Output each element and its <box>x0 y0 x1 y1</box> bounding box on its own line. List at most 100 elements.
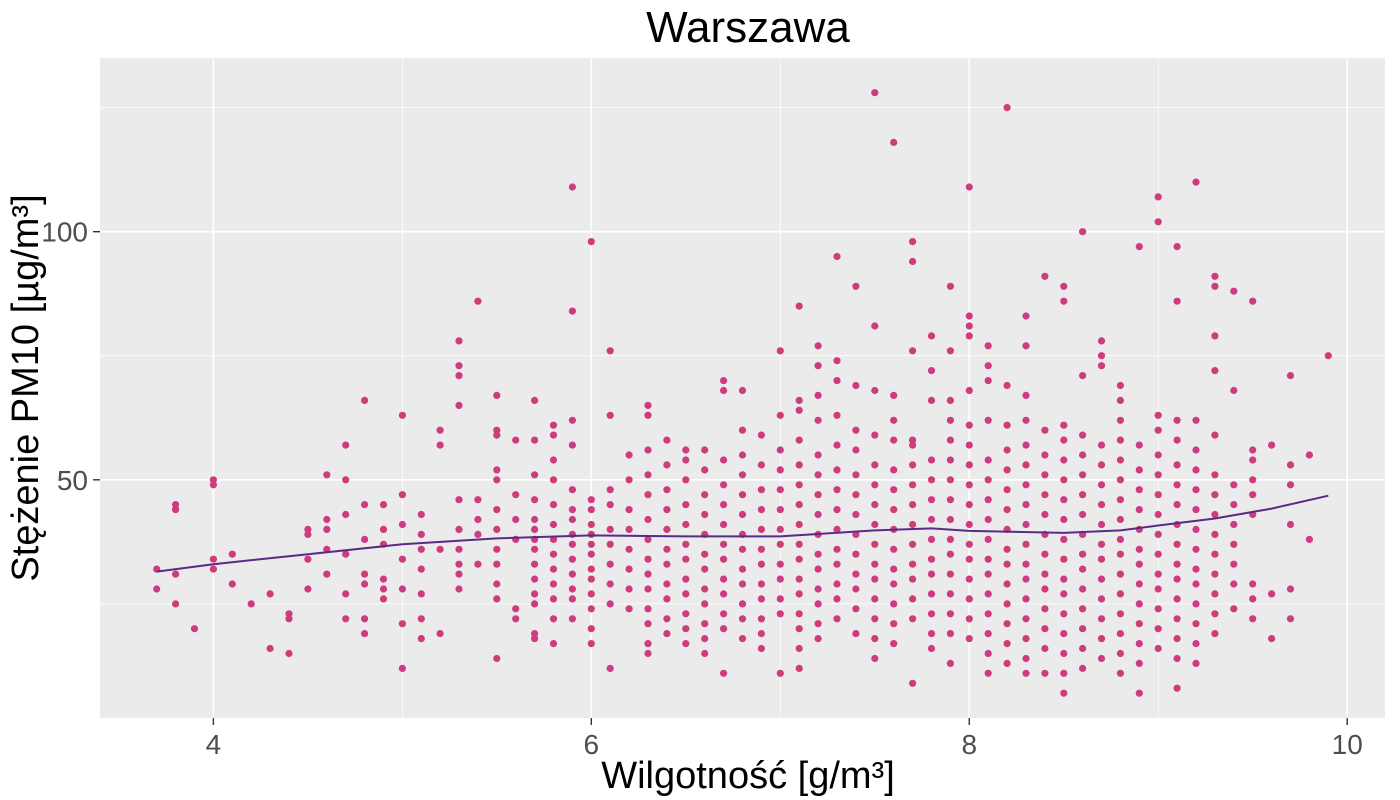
data-point <box>852 426 860 434</box>
data-point <box>795 461 803 469</box>
x-tick-label: 6 <box>584 729 600 760</box>
data-point <box>1022 416 1030 424</box>
data-point <box>398 585 406 593</box>
data-point <box>833 525 841 534</box>
data-point <box>682 640 690 648</box>
data-point <box>701 466 709 474</box>
data-point <box>701 635 709 643</box>
data-point <box>455 496 463 504</box>
data-point <box>909 436 917 444</box>
data-point <box>701 585 709 593</box>
data-point <box>493 580 501 588</box>
data-point <box>1003 640 1011 648</box>
data-point <box>1097 654 1106 663</box>
data-point <box>833 545 841 553</box>
data-point <box>1173 243 1181 251</box>
data-point <box>1192 580 1200 588</box>
data-point <box>1116 669 1124 677</box>
data-point <box>304 555 312 563</box>
data-point <box>757 644 766 653</box>
data-point <box>493 466 501 474</box>
data-point <box>871 540 879 548</box>
data-point <box>1135 580 1143 588</box>
data-point <box>1135 506 1143 514</box>
data-point <box>1003 620 1011 628</box>
data-point <box>757 431 766 439</box>
data-point <box>833 486 841 494</box>
data-point <box>814 635 822 643</box>
data-point <box>909 481 917 489</box>
data-point <box>1211 367 1219 375</box>
data-point <box>1116 630 1124 638</box>
x-tick-label: 8 <box>961 729 977 760</box>
data-point <box>549 520 558 529</box>
data-point <box>606 525 614 534</box>
data-point <box>531 590 539 598</box>
data-point <box>682 590 690 598</box>
data-point <box>965 421 973 429</box>
data-point <box>474 530 482 539</box>
data-point <box>379 525 388 534</box>
data-point <box>1192 486 1200 494</box>
data-point <box>361 535 369 544</box>
data-point <box>1060 630 1068 638</box>
data-point <box>568 570 577 578</box>
data-point <box>927 630 936 638</box>
data-point <box>493 476 501 484</box>
data-point <box>304 530 312 539</box>
data-point <box>1173 436 1181 444</box>
data-point <box>738 580 747 588</box>
data-point <box>1154 471 1162 479</box>
data-point <box>833 441 841 449</box>
data-point <box>1097 352 1106 360</box>
data-point <box>871 635 879 643</box>
data-point <box>568 515 577 524</box>
data-point <box>946 476 955 484</box>
data-point <box>1154 218 1162 226</box>
data-point <box>1154 644 1162 653</box>
data-point <box>644 605 652 613</box>
data-point <box>1154 585 1162 593</box>
data-point <box>720 386 728 395</box>
data-point <box>1135 441 1143 449</box>
data-point <box>1097 555 1106 563</box>
data-point <box>1154 510 1162 519</box>
data-point <box>738 510 747 519</box>
data-point <box>512 615 520 623</box>
data-point <box>606 486 614 494</box>
data-point <box>1192 178 1200 186</box>
data-point <box>625 565 633 573</box>
data-point <box>663 436 671 444</box>
data-point <box>814 620 822 628</box>
data-point <box>1079 644 1087 653</box>
data-point <box>984 496 992 504</box>
data-point <box>1003 580 1011 588</box>
data-point <box>398 520 406 529</box>
data-point <box>776 347 784 355</box>
data-point <box>379 585 388 593</box>
data-point <box>1249 476 1257 484</box>
data-point <box>625 506 633 514</box>
data-point <box>1116 456 1124 464</box>
data-point <box>833 506 841 514</box>
data-point <box>606 600 614 608</box>
data-point <box>1060 649 1068 658</box>
data-point <box>776 506 784 514</box>
data-point <box>852 471 860 479</box>
data-point <box>927 496 936 504</box>
data-point <box>209 565 217 573</box>
data-point <box>1022 595 1030 603</box>
data-point <box>965 635 973 643</box>
data-point <box>814 550 822 558</box>
data-point <box>1268 441 1276 449</box>
data-point <box>1060 575 1068 583</box>
data-point <box>417 590 425 598</box>
data-point <box>871 89 879 97</box>
y-axis-title: Stężenie PM10 [µg/m³] <box>5 194 47 581</box>
data-point <box>587 540 595 548</box>
data-point <box>342 476 350 484</box>
data-point <box>1211 550 1219 558</box>
data-point <box>512 436 520 444</box>
data-point <box>568 540 577 548</box>
data-point <box>1173 481 1181 489</box>
